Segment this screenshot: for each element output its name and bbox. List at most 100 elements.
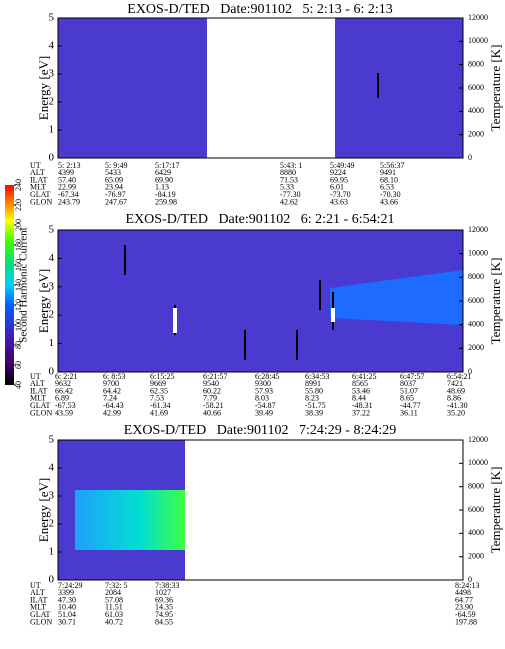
table-cell: 51.04: [58, 610, 76, 619]
y2-tick-label: 6000: [468, 296, 484, 305]
colorbar-tick-label: 40: [14, 381, 23, 389]
table-cell: 8565: [352, 379, 368, 388]
y2-axis-label: Temperature [K]: [488, 258, 503, 345]
table-cell: 2084: [105, 588, 121, 597]
table-cell: 7:24:29: [58, 581, 82, 590]
table-cell: 69.36: [155, 595, 173, 604]
table-cell: 42.62: [280, 197, 298, 206]
table-cell: 43.59: [55, 408, 73, 417]
colorbar-tick-label: 240: [14, 179, 23, 191]
colorbar-label: Second Harmonic Current: [18, 227, 30, 342]
table-cell: -64.43: [103, 401, 124, 410]
table-cell: -54.87: [255, 401, 276, 410]
table-cell: 6:21:57: [203, 372, 227, 381]
table-cell: 40.72: [105, 617, 123, 626]
colorbar-tick-label: 120: [14, 299, 23, 311]
table-cell: -48.31: [352, 401, 373, 410]
table-cell: 9491: [380, 168, 396, 177]
table-row-label: GLAT: [30, 190, 51, 199]
table-cell: -67.53: [55, 401, 76, 410]
colorbar: [5, 185, 14, 385]
table-cell: 57.93: [255, 386, 273, 395]
y-tick-label: 0: [49, 574, 55, 586]
spectrogram-feature: [75, 490, 185, 550]
y2-tick-label: 6000: [468, 83, 484, 92]
y2-tick-label: 10000: [468, 36, 488, 45]
y-tick-label: 4: [49, 252, 55, 264]
table-cell: 247.67: [105, 197, 127, 206]
y2-tick-label: 12000: [468, 225, 488, 234]
table-row-label: ILAT: [30, 595, 47, 604]
table-cell: 43.66: [380, 197, 398, 206]
table-row-label: MLT: [30, 183, 46, 192]
table-cell: 9669: [150, 379, 166, 388]
table-cell: 5:49:49: [330, 161, 354, 170]
table-cell: 35.20: [447, 408, 465, 417]
table-row-label: GLON: [30, 617, 52, 626]
table-cell: 8.65: [400, 394, 414, 403]
table-cell: 6.53: [380, 183, 394, 192]
table-cell: 23.94: [105, 183, 123, 192]
y-tick-label: 5: [49, 224, 55, 236]
table-cell: 68.10: [380, 175, 398, 184]
table-row-label: GLAT: [30, 610, 51, 619]
table-cell: 61.03: [105, 610, 123, 619]
colorbar-tick-label: 80: [14, 341, 23, 349]
table-cell: 47.30: [58, 595, 76, 604]
table-cell: 64.42: [103, 386, 121, 395]
table-cell: 4399: [58, 168, 74, 177]
y-tick-label: 4: [49, 462, 55, 474]
table-row-label: MLT: [30, 394, 46, 403]
y2-tick-label: 12000: [468, 435, 488, 444]
table-cell: -58.21: [203, 401, 224, 410]
table-cell: 9632: [55, 379, 71, 388]
y2-tick-label: 10000: [468, 248, 488, 257]
table-cell: 8.23: [305, 394, 319, 403]
table-cell: 66.42: [55, 386, 73, 395]
y2-tick-label: 8000: [468, 59, 484, 68]
y2-tick-label: 4000: [468, 319, 484, 328]
table-cell: 259.98: [155, 197, 177, 206]
y-tick-label: 2: [49, 309, 55, 321]
table-cell: 43.63: [330, 197, 348, 206]
table-cell: 57.08: [105, 595, 123, 604]
table-cell: 30.71: [58, 617, 76, 626]
table-cell: -41.30: [447, 401, 468, 410]
table-cell: 9540: [203, 379, 219, 388]
y2-tick-label: 0: [468, 153, 472, 162]
table-cell: 64.77: [455, 595, 473, 604]
y2-tick-label: 10000: [468, 458, 488, 467]
y2-tick-label: 2000: [468, 129, 484, 138]
table-cell: 55.80: [305, 386, 323, 395]
y-tick-label: 4: [49, 40, 55, 52]
table-cell: -44.77: [400, 401, 421, 410]
table-cell: 7421: [447, 379, 463, 388]
table-cell: 69.90: [155, 175, 173, 184]
table-cell: 6:54:21: [447, 372, 471, 381]
table-cell: 57.40: [58, 175, 76, 184]
table-cell: 9224: [330, 168, 346, 177]
table-cell: 36.11: [400, 408, 418, 417]
table-cell: 197.88: [455, 617, 477, 626]
table-cell: 69.95: [330, 175, 348, 184]
table-cell: -64.59: [455, 610, 476, 619]
table-cell: -70.30: [380, 190, 401, 199]
y2-tick-label: 2000: [468, 343, 484, 352]
table-cell: 6.01: [330, 183, 344, 192]
table-cell: 7:38:33: [155, 581, 179, 590]
y2-tick-label: 0: [468, 367, 472, 376]
table-cell: -77.30: [280, 190, 301, 199]
y-tick-label: 1: [49, 546, 55, 558]
y2-axis-label: Temperature [K]: [488, 45, 503, 132]
table-cell: 37.22: [352, 408, 370, 417]
y-tick-label: 1: [49, 337, 55, 349]
table-cell: 40.66: [203, 408, 221, 417]
colorbar-tick-label: 100: [14, 319, 23, 331]
table-cell: 42.99: [103, 408, 121, 417]
colorbar-tick-label: 60: [14, 361, 23, 369]
table-cell: 5:17:17: [155, 161, 179, 170]
table-cell: 22.99: [58, 183, 76, 192]
table-cell: 23.90: [455, 603, 473, 612]
table-cell: 65.09: [105, 175, 123, 184]
y-tick-label: 0: [49, 366, 55, 378]
